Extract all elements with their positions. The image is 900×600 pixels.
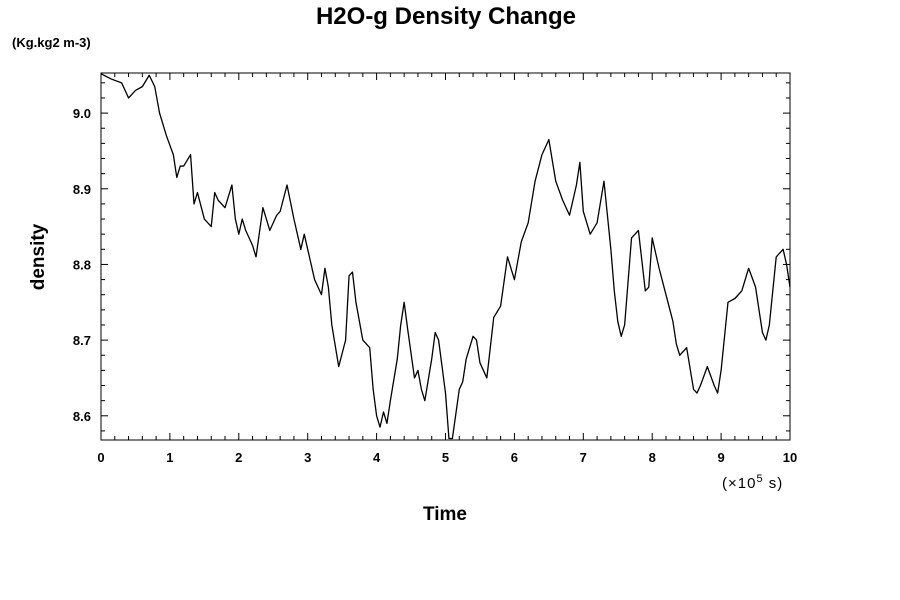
plot-frame (100, 72, 791, 441)
y-tick-label: 8.8 (73, 257, 91, 272)
y-tick-label: 8.6 (73, 409, 91, 424)
y-axis-label: density (28, 223, 49, 290)
x-tick-label: 10 (783, 450, 797, 465)
chart-title: H2O-g Density Change (316, 3, 576, 30)
ticks-layer: 0 1 2 3 4 5 6 7 8 9 10 8.6 8.7 8.8 8.9 9.0 (73, 73, 797, 465)
series-line-0 (100, 73, 791, 440)
x-tick-label: 3 (304, 450, 311, 465)
x-tick-label: 5 (442, 450, 449, 465)
y-tick-label: 8.9 (73, 182, 91, 197)
x-tick-label: 6 (511, 450, 518, 465)
data-layer (100, 73, 791, 440)
x-tick-label: 1 (166, 450, 173, 465)
x-scale-prefix: (×10 (722, 475, 756, 492)
x-scale-unit: s) (764, 475, 784, 492)
x-tick-label: 8 (649, 450, 656, 465)
x-scale-exponent: 5 (756, 473, 763, 485)
x-tick-label: 4 (373, 450, 381, 465)
x-axis-label: Time (423, 504, 467, 525)
x-tick-label: 7 (580, 450, 587, 465)
x-tick-label: 9 (717, 450, 724, 465)
unit-label: (Kg.kg2 m-3) (12, 35, 91, 50)
y-tick-label: 9.0 (73, 106, 91, 121)
x-scale-label: (×105 s) (722, 473, 783, 492)
y-tick-label: 8.7 (73, 333, 91, 348)
x-tick-label: 0 (97, 450, 104, 465)
x-tick-label: 2 (235, 450, 242, 465)
plot-area (100, 72, 791, 441)
